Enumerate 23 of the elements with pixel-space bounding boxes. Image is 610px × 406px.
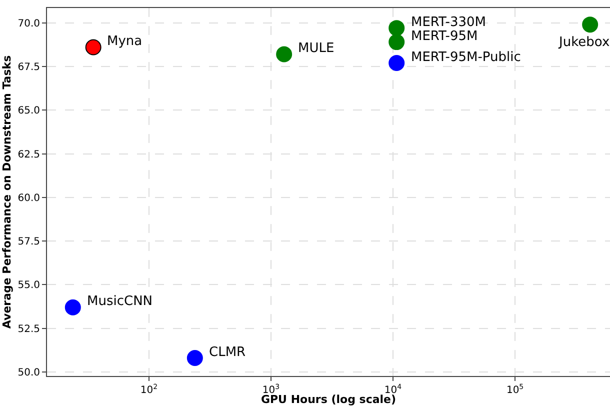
y-tick-label: 52.5 xyxy=(18,324,40,335)
y-tick-label: 57.5 xyxy=(18,236,40,248)
annotation: MERT-95M-Public xyxy=(411,50,521,65)
y-tick-label: 67.5 xyxy=(18,62,40,73)
y-tick-label: 60.0 xyxy=(18,192,40,204)
y-axis-title: Average Performance on Downstream Tasks xyxy=(0,54,14,329)
y-tick-label: 55.0 xyxy=(18,280,40,292)
y-tick-label: 65.0 xyxy=(18,106,40,117)
annotation: MERT-330M xyxy=(411,15,486,30)
x-tick-label: 10$^{4}$ xyxy=(384,382,402,396)
annotation: MusicCNN xyxy=(87,294,153,309)
y-tick-label: 50.0 xyxy=(18,367,40,378)
x-tick-label: 10$^{2}$ xyxy=(140,382,158,396)
annotation: Jukebox xyxy=(558,35,610,50)
annotation: MERT-95M xyxy=(411,29,478,44)
y-tick-label: 62.5 xyxy=(18,149,40,160)
annotation: CLMR xyxy=(209,345,246,360)
x-axis-title: GPU Hours (log scale) xyxy=(260,393,396,406)
x-tick-label: 10$^{3}$ xyxy=(262,382,280,396)
y-tick-label: 70.0 xyxy=(18,18,40,30)
x-tick-label: 10$^{5}$ xyxy=(506,382,524,396)
annotation: Myna xyxy=(107,34,142,49)
annotation: MULE xyxy=(298,41,334,56)
